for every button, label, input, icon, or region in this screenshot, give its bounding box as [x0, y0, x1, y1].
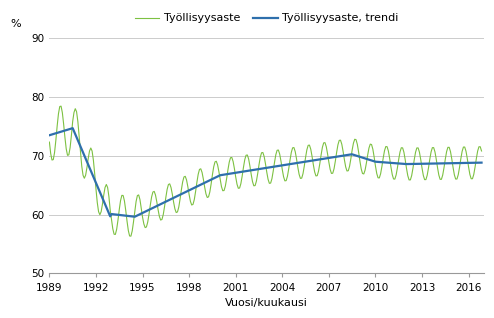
Työllisyysaste	[479, 149, 485, 153]
Työllisyysaste	[404, 166, 410, 170]
Työllisyysaste, trendi	[320, 157, 326, 161]
Työllisyysaste	[58, 104, 64, 108]
X-axis label: Vuosi/kuukausi: Vuosi/kuukausi	[225, 298, 308, 308]
Työllisyysaste, trendi	[132, 215, 138, 218]
Työllisyysaste	[146, 212, 152, 216]
Työllisyysaste, trendi	[70, 126, 76, 130]
Line: Työllisyysaste: Työllisyysaste	[49, 106, 482, 236]
Työllisyysaste, trendi	[146, 208, 152, 212]
Line: Työllisyysaste, trendi: Työllisyysaste, trendi	[49, 128, 482, 217]
Työllisyysaste	[46, 140, 52, 144]
Työllisyysaste, trendi	[404, 162, 410, 166]
Text: %: %	[10, 19, 21, 29]
Työllisyysaste, trendi	[48, 133, 54, 137]
Työllisyysaste, trendi	[85, 163, 91, 167]
Legend: Työllisyysaste, Työllisyysaste, trendi: Työllisyysaste, Työllisyysaste, trendi	[130, 9, 403, 28]
Työllisyysaste	[320, 145, 326, 149]
Työllisyysaste	[348, 157, 354, 161]
Työllisyysaste	[128, 234, 134, 238]
Työllisyysaste, trendi	[479, 161, 485, 164]
Työllisyysaste, trendi	[348, 153, 354, 156]
Työllisyysaste	[85, 157, 91, 161]
Työllisyysaste	[48, 152, 54, 156]
Työllisyysaste, trendi	[46, 133, 52, 137]
